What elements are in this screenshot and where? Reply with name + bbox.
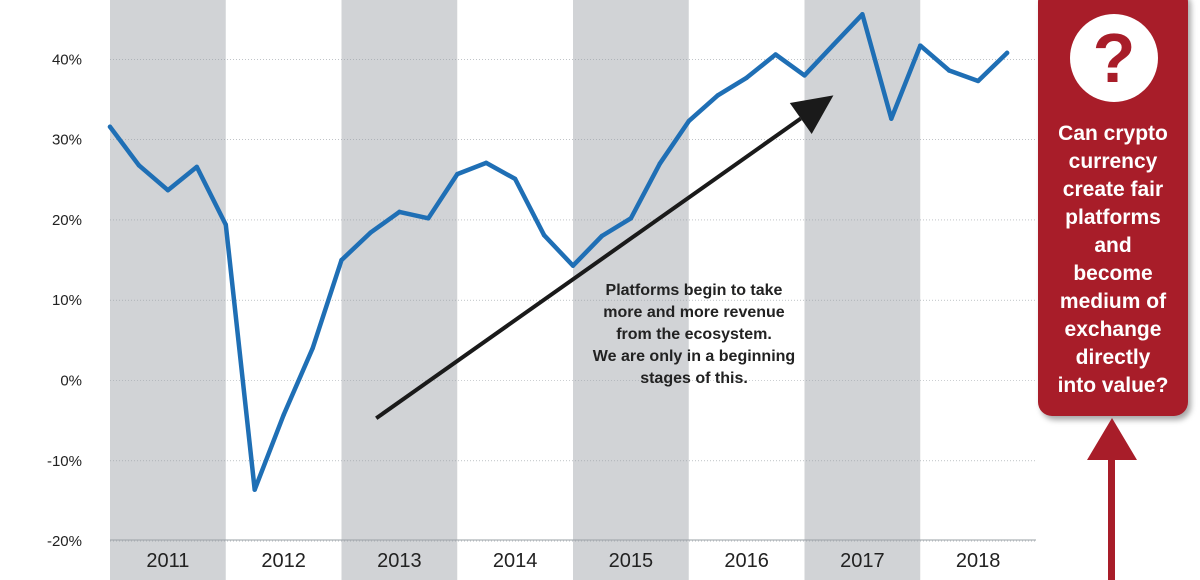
- y-tick-label: -10%: [47, 453, 82, 470]
- year-band-2011: [110, 0, 226, 580]
- data-point: [310, 346, 315, 351]
- annotation-text-line: We are only in a beginning: [593, 348, 795, 365]
- x-tick-label: 2012: [261, 550, 306, 572]
- data-point: [860, 12, 865, 17]
- data-point: [657, 161, 663, 166]
- data-point: [194, 164, 200, 170]
- x-tick-label: 2018: [956, 550, 1001, 572]
- data-point: [107, 124, 113, 129]
- data-point: [223, 222, 228, 227]
- data-point: [483, 160, 489, 166]
- x-tick-label: 2017: [840, 550, 885, 572]
- data-point: [252, 487, 257, 492]
- year-band-2015: [573, 0, 689, 580]
- y-tick-label: 10%: [52, 292, 82, 309]
- data-point: [744, 75, 749, 80]
- data-point: [686, 118, 691, 124]
- data-point: [339, 257, 344, 263]
- x-tick-label: 2016: [724, 550, 769, 572]
- data-point: [628, 216, 634, 221]
- data-point: [512, 176, 518, 182]
- data-point: [426, 216, 431, 221]
- y-tick-label: -20%: [47, 533, 82, 550]
- data-point: [368, 230, 373, 235]
- year-band-2013: [341, 0, 458, 580]
- trend-arrow-shaft: [375, 116, 802, 420]
- data-point: [541, 232, 547, 238]
- y-tick-label: 20%: [52, 212, 82, 229]
- data-point: [802, 73, 807, 78]
- data-point: [831, 42, 836, 48]
- question-callout-panel: ? Can crypto currency create fair platfo…: [1038, 0, 1188, 416]
- x-tick-label: 2013: [377, 550, 422, 572]
- data-point: [281, 412, 286, 418]
- up-arrow-shaft: [1108, 455, 1115, 580]
- annotation-text-line: Platforms begin to take: [606, 282, 783, 299]
- annotation-text-line: more and more revenue: [603, 304, 785, 321]
- up-arrow-head-icon: [1087, 418, 1137, 460]
- data-point: [946, 68, 952, 73]
- data-point: [773, 52, 778, 57]
- data-point: [136, 163, 142, 168]
- y-tick-label: 0%: [60, 373, 82, 390]
- trend-arrow-head-icon: [789, 95, 834, 134]
- y-tick-label: 40%: [52, 51, 82, 68]
- data-point: [1004, 50, 1010, 56]
- data-point: [455, 171, 460, 177]
- question-mark-icon: ?: [1070, 14, 1158, 102]
- annotation-text-line: from the ecosystem.: [616, 326, 772, 343]
- series-line: [107, 12, 1010, 492]
- data-point: [165, 187, 171, 193]
- data-point: [570, 263, 576, 268]
- data-point: [599, 233, 605, 239]
- y-tick-label: 30%: [52, 132, 82, 149]
- data-point: [975, 78, 981, 84]
- x-tick-label: 2014: [493, 550, 538, 572]
- data-point: [397, 209, 402, 215]
- callout-text: Can crypto currency create fair platform…: [1057, 122, 1169, 397]
- data-point: [889, 116, 894, 121]
- x-tick-label: 2015: [609, 550, 654, 572]
- data-point: [918, 43, 923, 48]
- annotation-text-line: stages of this.: [640, 370, 748, 387]
- x-tick-label: 2011: [146, 550, 189, 572]
- data-point: [715, 93, 720, 98]
